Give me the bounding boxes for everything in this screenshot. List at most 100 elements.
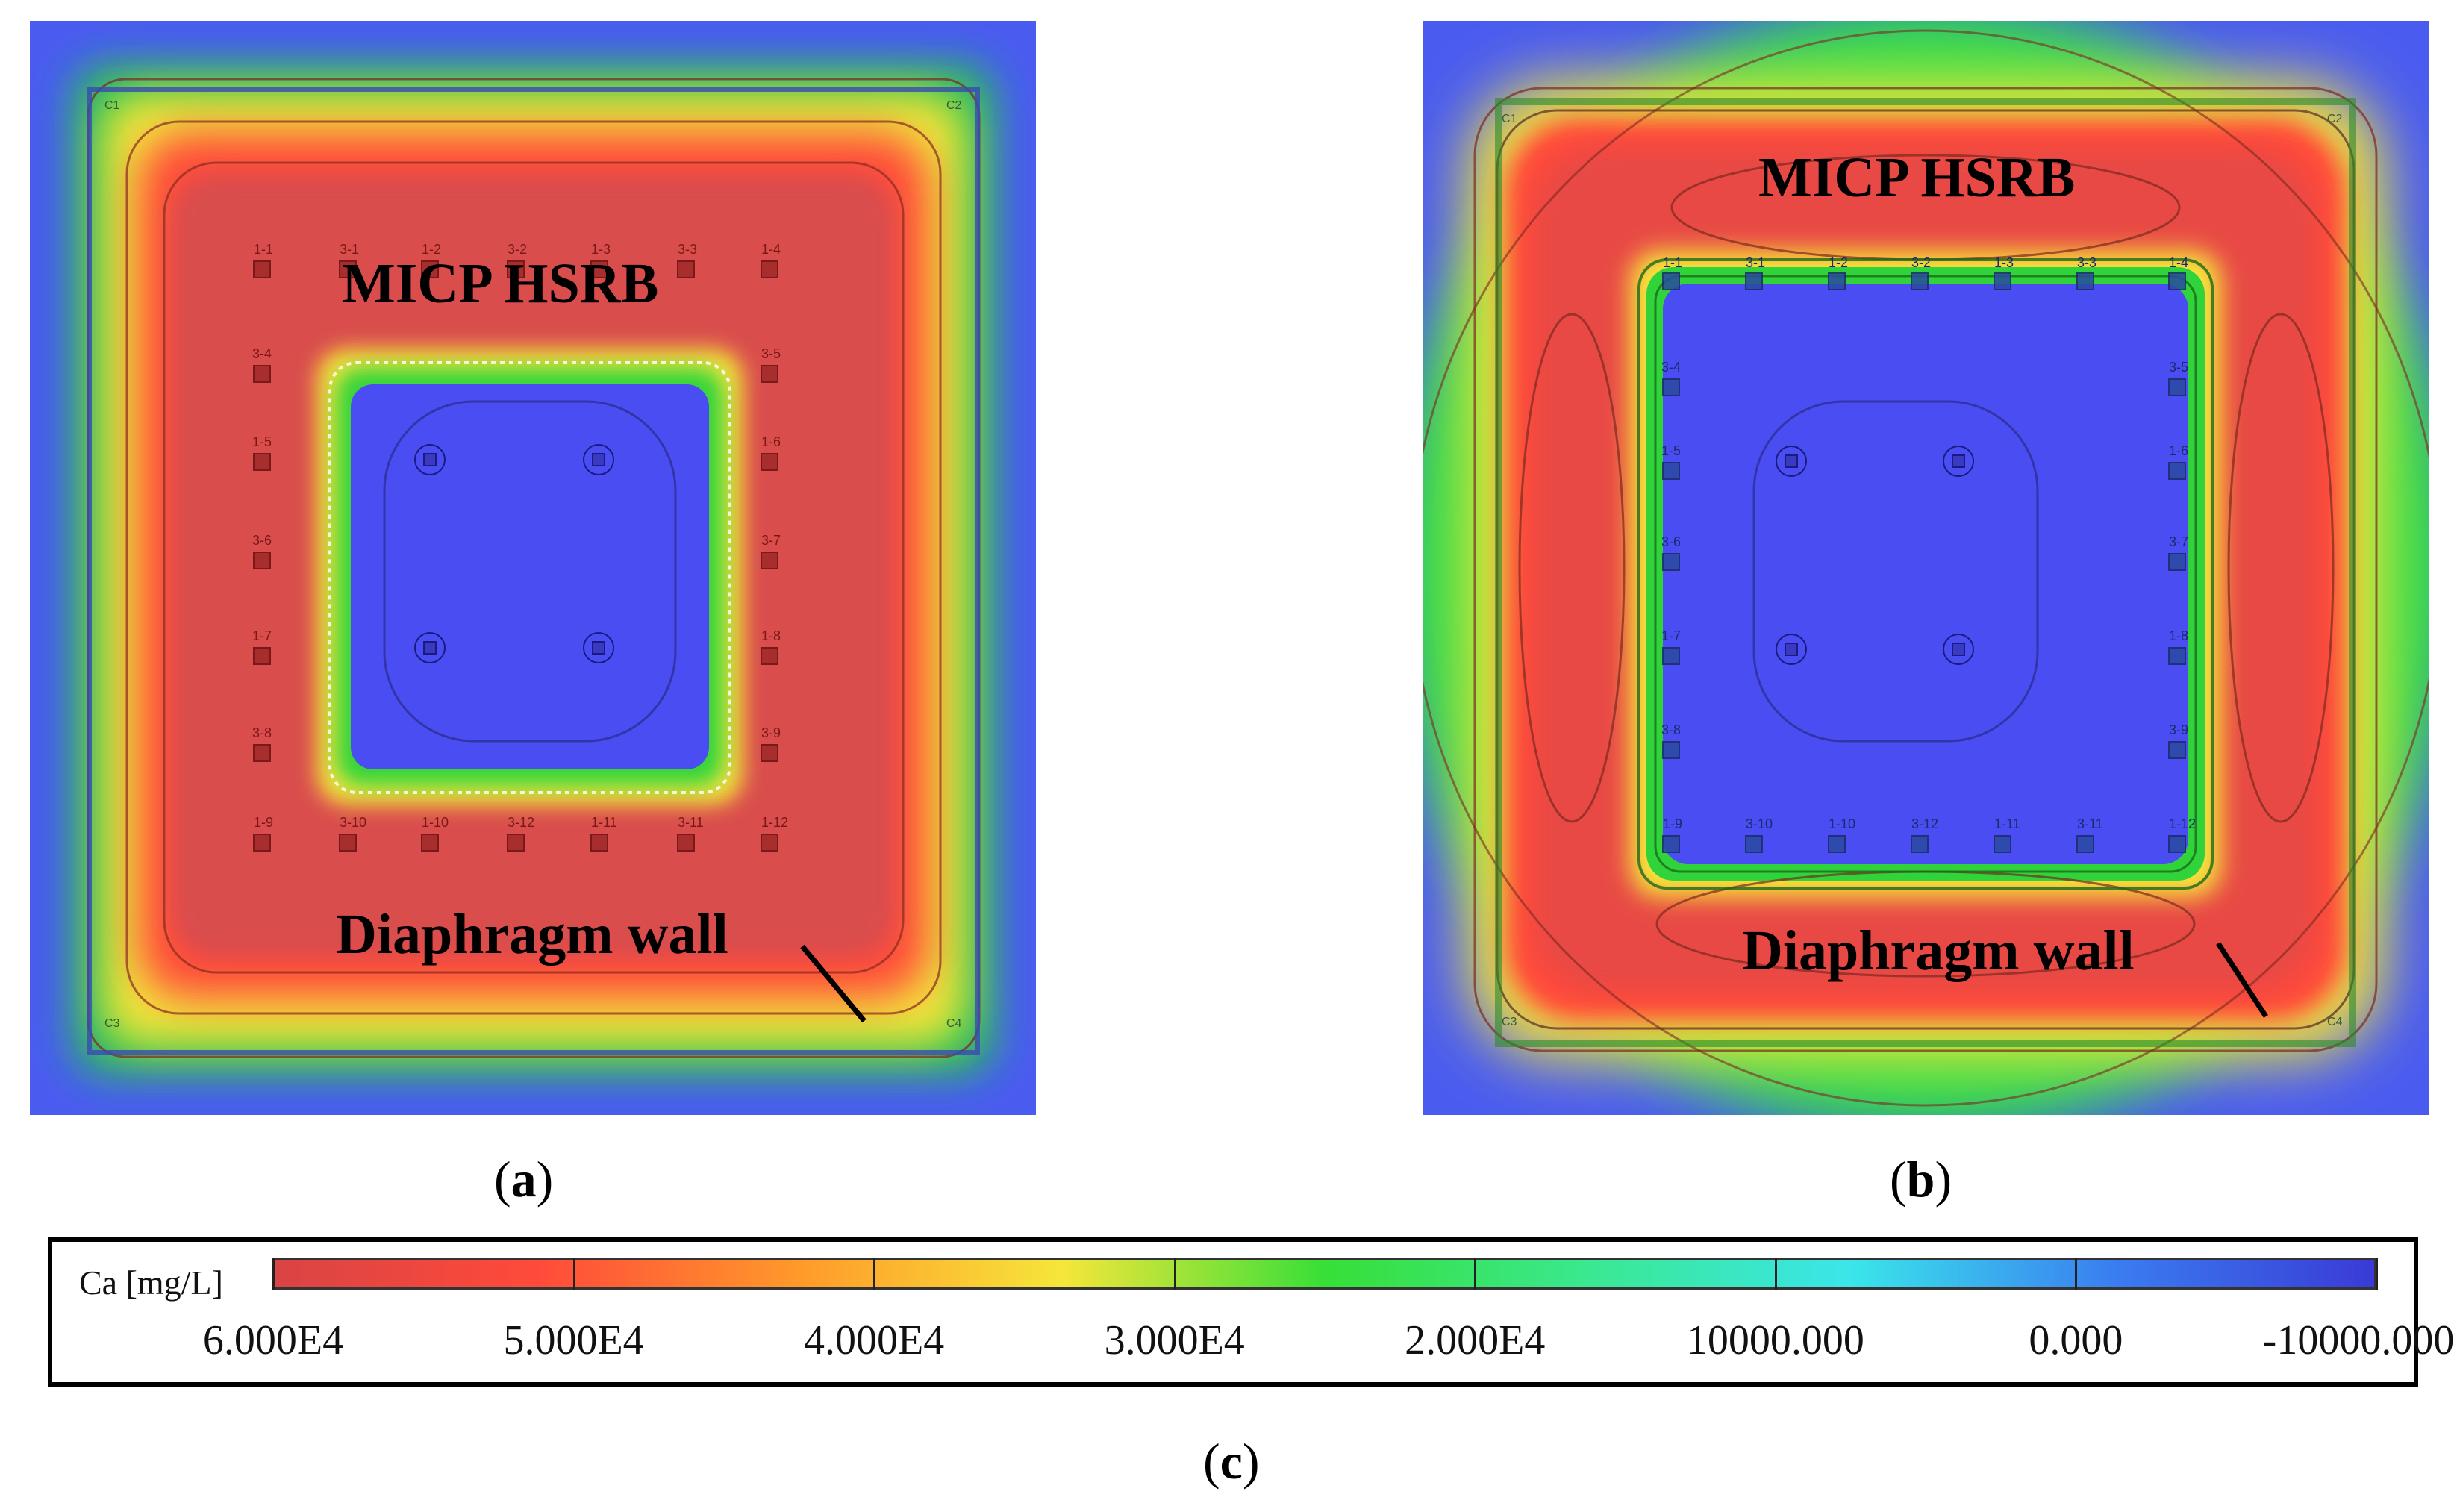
inner-wells — [1776, 446, 1974, 665]
well-label-top: 3-3 — [678, 242, 697, 257]
well-label-bottom: 1-12 — [761, 815, 788, 830]
well-label-right: 3-7 — [761, 533, 781, 548]
contour-map-b: 1-1 3-1 1-2 3-2 1-3 3-3 1-4 3-4 1-5 3-6 … — [1423, 21, 2429, 1115]
corner-label: C2 — [2327, 113, 2343, 125]
corner-label: C4 — [2327, 1016, 2343, 1028]
colorbar-tick-label: 5.000E4 — [503, 1317, 644, 1363]
corner-label: C4 — [946, 1017, 962, 1030]
well-label-right: 3-9 — [2169, 722, 2188, 737]
contour-map-a: 1-1 3-1 1-2 3-2 1-3 3-3 1-4 3-4 1-5 3-6 … — [30, 21, 1036, 1115]
well-label-bottom: 1-11 — [1994, 816, 2020, 831]
well-label-left: 3-6 — [252, 533, 272, 548]
caption-letter: b — [1906, 1151, 1935, 1208]
well-label-top: 1-3 — [591, 242, 611, 257]
colorbar-legend: Ca [mg/L] 6.000E4 5.000E4 4.000E4 3.000E4 2.… — [48, 1237, 2454, 1387]
well-label-right: 1-8 — [2169, 628, 2188, 643]
well-label-left: 1-5 — [1661, 443, 1681, 458]
well-label-bottom: 3-11 — [2077, 816, 2103, 831]
well-label-bottom: 1-10 — [1829, 816, 1855, 831]
well-label-bottom: 1-10 — [422, 815, 449, 830]
well-label-right: 3-7 — [2169, 534, 2188, 549]
inner-blue-core — [351, 384, 709, 769]
diaphragm-wall-label-a: Diaphragm wall — [336, 903, 728, 966]
colorbar-tick-label: 4.000E4 — [804, 1317, 945, 1363]
diaphragm-wall-outline — [1495, 98, 2356, 1047]
well-label-top: 3-1 — [340, 242, 359, 257]
well-label-top: 3-1 — [1746, 255, 1765, 270]
corner-label: C1 — [1502, 113, 1517, 125]
well-label-left: 3-6 — [1661, 534, 1681, 549]
colorbar-tick-label: -10000.000 — [2262, 1317, 2454, 1363]
well-label-right: 3-9 — [761, 725, 781, 740]
colorbar-tick — [1774, 1258, 1777, 1290]
colorbar-tick — [1173, 1258, 1176, 1290]
diaphragm-wall-label-b: Diaphragm wall — [1742, 919, 2135, 982]
well-label-left: 3-8 — [252, 725, 272, 740]
caption-b: (b) — [1890, 1151, 1952, 1208]
well-label-left: 3-4 — [252, 346, 272, 361]
colorbar-tick — [1474, 1258, 1477, 1290]
corner-labels-b: C1 C2 C3 C4 — [1502, 113, 2343, 1028]
well-label-top: 3-2 — [1911, 255, 1931, 270]
diaphragm-wall-outline — [87, 87, 980, 1055]
inner-blue-core — [1663, 284, 2188, 864]
well-label-top: 3-3 — [2077, 255, 2096, 270]
well-label-right: 3-5 — [761, 346, 781, 361]
well-label-top: 1-2 — [1829, 255, 1848, 270]
well-label-bottom: 3-11 — [678, 815, 704, 830]
colorbar-tick — [2075, 1258, 2078, 1290]
well-label-top: 1-4 — [761, 242, 781, 257]
injection-well-markers — [253, 260, 778, 852]
well-label-bottom: 1-11 — [591, 815, 617, 830]
corner-label: C2 — [946, 99, 962, 112]
diaphragm-wall-pointer — [2216, 942, 2268, 1018]
inner-wells — [414, 444, 614, 663]
contour-panel-b: 1-1 3-1 1-2 3-2 1-3 3-3 1-4 3-4 1-5 3-6 … — [1423, 21, 2429, 1115]
micp-hsrb-label-a: MICP HSRB — [342, 252, 659, 315]
colorbar-tick-label: 10000.000 — [1686, 1317, 1864, 1363]
colorbar-tick-label: 2.000E4 — [1405, 1317, 1546, 1363]
colorbar-gradient — [273, 1258, 2376, 1290]
well-label-top: 1-3 — [1994, 255, 2014, 270]
well-label-top: 3-2 — [508, 242, 527, 257]
caption-letter: a — [511, 1151, 537, 1208]
caption-a: (a) — [494, 1151, 554, 1208]
corner-label: C3 — [1502, 1016, 1517, 1028]
colorbar-tick-label: 0.000 — [2029, 1317, 2123, 1363]
well-label-bottom: 3-12 — [508, 815, 534, 830]
contour-panel-a: 1-1 3-1 1-2 3-2 1-3 3-3 1-4 3-4 1-5 3-6 … — [30, 21, 1036, 1115]
well-label-bottom: 1-9 — [1663, 816, 1682, 831]
colorbar-tick-label: 6.000E4 — [202, 1317, 344, 1363]
well-labels-b: 1-1 3-1 1-2 3-2 1-3 3-3 1-4 3-4 1-5 3-6 … — [1661, 255, 2196, 831]
well-label-top: 1-2 — [422, 242, 441, 257]
well-label-left: 1-7 — [1661, 628, 1681, 643]
well-label-right: 3-5 — [2169, 360, 2188, 375]
colorbar-variable-label: Ca [mg/L] — [79, 1263, 223, 1302]
well-label-left: 1-7 — [252, 628, 272, 643]
colorbar-tick — [272, 1258, 275, 1290]
well-label-right: 1-6 — [761, 434, 781, 449]
well-label-bottom: 1-9 — [254, 815, 273, 830]
well-label-right: 1-6 — [2169, 443, 2188, 458]
corner-labels-a: C1 C2 C3 C4 — [104, 99, 962, 1030]
well-label-top: 1-1 — [1663, 255, 1682, 270]
well-label-bottom: 3-10 — [340, 815, 366, 830]
colorbar-tick-label: 3.000E4 — [1104, 1317, 1245, 1363]
caption-letter: c — [1220, 1433, 1243, 1490]
injection-well-markers — [1662, 272, 2186, 853]
well-label-left: 3-8 — [1661, 722, 1681, 737]
micp-hsrb-label-b: MICP HSRB — [1758, 146, 2076, 209]
colorbar-tick — [572, 1258, 575, 1290]
well-label-top: 1-4 — [2169, 255, 2188, 270]
well-label-left: 1-5 — [252, 434, 272, 449]
well-label-bottom: 3-10 — [1746, 816, 1773, 831]
diaphragm-wall-pointer — [800, 944, 867, 1023]
well-label-top: 1-1 — [254, 242, 273, 257]
corner-label: C1 — [104, 99, 120, 112]
well-label-bottom: 3-12 — [1911, 816, 1938, 831]
well-label-left: 3-4 — [1661, 360, 1681, 375]
caption-c: (c) — [1203, 1433, 1260, 1490]
well-label-right: 1-8 — [761, 628, 781, 643]
well-labels-a: 1-1 3-1 1-2 3-2 1-3 3-3 1-4 3-4 1-5 3-6 … — [252, 242, 788, 830]
well-label-bottom: 1-12 — [2169, 816, 2196, 831]
